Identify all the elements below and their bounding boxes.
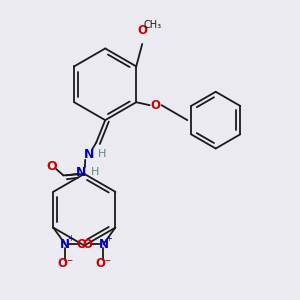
- Text: CH₃: CH₃: [144, 20, 162, 30]
- Text: +: +: [105, 234, 112, 243]
- Text: O: O: [137, 23, 147, 37]
- Text: O⁻: O⁻: [57, 257, 73, 270]
- Text: N: N: [60, 238, 70, 250]
- Text: O⁻: O⁻: [95, 257, 112, 270]
- Text: N: N: [76, 166, 86, 179]
- Text: N: N: [98, 238, 108, 250]
- Text: O: O: [82, 238, 92, 250]
- Text: H: H: [91, 167, 99, 177]
- Text: O: O: [151, 99, 161, 112]
- Text: H: H: [98, 149, 106, 160]
- Text: +: +: [67, 234, 74, 243]
- Text: O: O: [76, 238, 87, 250]
- Text: O: O: [46, 160, 57, 173]
- Text: N: N: [84, 148, 94, 161]
